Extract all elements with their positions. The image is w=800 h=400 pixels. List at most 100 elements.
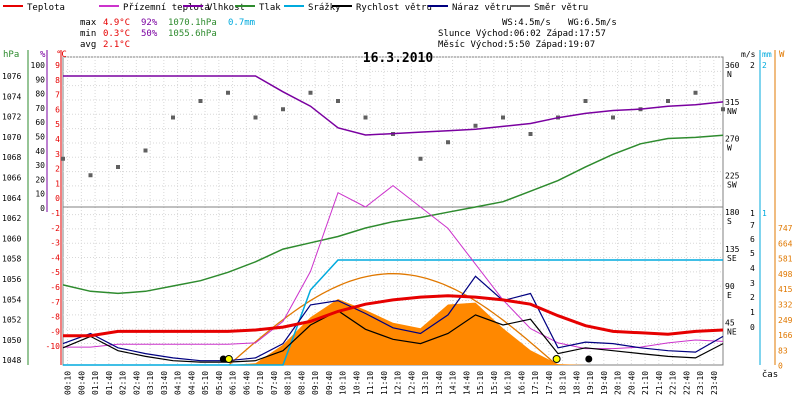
legend-label: Rychlost větru — [356, 3, 432, 13]
axis-hpa-tick: 1066 — [2, 174, 21, 183]
series-teplota-line — [63, 294, 724, 338]
series-radiation-area — [63, 299, 723, 365]
legend-label: Tlak — [259, 3, 281, 13]
axis-ms-tick: 3 — [750, 279, 755, 288]
axis-ms-tick: 0 — [750, 323, 755, 332]
series-wind-dir-point — [528, 132, 533, 136]
axis-hpa-tick: 1068 — [2, 153, 21, 162]
series-tlak-line — [62, 134, 724, 295]
info-sun: Slunce Východ:06:02 Západ:17:57 — [438, 29, 606, 39]
series-solar-curve — [228, 273, 554, 366]
x-tick-label: 09:40 — [325, 371, 334, 395]
series-wind-dir-point — [446, 140, 450, 145]
axis-w-tick: 581 — [778, 255, 793, 264]
series-wind-dir-point — [336, 99, 340, 103]
info-wg: WG:6.5m/s — [568, 18, 617, 28]
axis-dir-label: SE — [727, 254, 737, 263]
series-prizemni-teplota-line — [63, 184, 724, 350]
axis-dir-label: S — [727, 217, 732, 226]
x-tick-label: 01:10 — [91, 371, 100, 395]
axis-temp-tick: -9 — [50, 327, 60, 336]
axis-temp-tick: -4 — [50, 253, 60, 262]
sunrise-marker — [224, 355, 233, 363]
axis-ms-tick: 5 — [750, 249, 755, 258]
x-tick-label: 14:40 — [462, 371, 471, 395]
x-tick-label: 10:40 — [352, 371, 361, 395]
x-tick-label: 21:40 — [655, 371, 664, 395]
axis-dir-label: NW — [727, 107, 737, 116]
axis-temp-tick: 2 — [55, 165, 60, 174]
x-tick-label: 12:40 — [407, 371, 416, 395]
axis-ms-tick: 2 — [750, 293, 755, 302]
axis-dir-label: W — [727, 144, 732, 153]
axis-w-tick: 664 — [778, 239, 793, 248]
axis-w-tick: 0 — [778, 362, 783, 371]
x-tick-label: 02:40 — [132, 371, 141, 395]
axis-ms-tick: 1 — [750, 209, 755, 218]
axis-w-tick: 747 — [778, 224, 793, 233]
axis-temp-tick: -6 — [50, 283, 60, 292]
series-srazky-line — [63, 259, 723, 366]
axis-temp-tick: 8 — [55, 76, 60, 85]
axis-pct-tick: 0 — [40, 204, 45, 213]
series-wind-dir-point — [418, 156, 423, 161]
x-tick-label: 20:40 — [627, 371, 636, 395]
legend-label: Teplota — [27, 3, 65, 13]
legend-label: Směr větru — [534, 3, 588, 13]
x-tick-label: 20:10 — [614, 371, 623, 395]
x-tick-label: 06:40 — [242, 371, 251, 395]
axis-hpa-tick: 1050 — [2, 336, 21, 345]
plot-frame — [62, 56, 724, 366]
axis-ms-tick: 1 — [750, 308, 755, 317]
x-tick-label: 04:10 — [174, 371, 183, 395]
axis-temp-tick: 3 — [55, 150, 60, 159]
x-axis-label: čas — [762, 369, 778, 380]
series-wind-dir-point — [61, 156, 65, 161]
axis-pct-tick: 10 — [35, 190, 45, 199]
axis-mm-unit: mm — [762, 50, 772, 59]
legend-label: Přízemní teplota — [123, 3, 210, 13]
x-tick-label: 05:40 — [215, 371, 224, 395]
axis-pct-tick: 50 — [35, 133, 45, 142]
series-wind-dir-point — [253, 115, 258, 120]
stat-max-temp: 4.9°C — [103, 18, 130, 28]
x-tick-label: 02:10 — [119, 371, 128, 395]
x-tick-label: 23:10 — [696, 371, 705, 395]
axis-temp-tick: -8 — [50, 313, 60, 322]
axis-temp-tick: -3 — [50, 239, 60, 248]
axis-ms-tick: 7 — [750, 221, 755, 230]
series-vlhkost-line — [63, 75, 724, 136]
info-moon: Měsíc Východ:5:50 Západ:19:07 — [438, 40, 595, 50]
legend-label: Srážky — [308, 3, 341, 13]
axis-pct-tick: 90 — [35, 75, 45, 84]
x-tick-label: 12:10 — [394, 371, 403, 395]
chart-title: 16.3.2010 — [363, 51, 434, 66]
x-tick-label: 15:10 — [476, 371, 485, 395]
axis-temp-tick: -7 — [50, 298, 60, 307]
axis-temp-tick: -10 — [46, 342, 61, 351]
axis-temp-tick: 0 — [55, 194, 60, 203]
axis-ms-unit: m/s — [741, 50, 756, 59]
series-wind-dir-point — [583, 99, 588, 103]
axis-pct-unit: % — [40, 50, 46, 60]
series-wind-dir-point — [501, 115, 505, 120]
axis-dir-tick: 270 — [725, 135, 740, 144]
stat-max-hum: 92% — [141, 18, 158, 28]
axis-dir-label: NE — [727, 328, 737, 337]
axis-w-unit: W — [779, 50, 785, 60]
series-wind-dir-point — [281, 107, 285, 112]
axis-dir-label: E — [727, 291, 732, 300]
axis-dir-label: N — [727, 70, 732, 79]
x-tick-label: 00:40 — [77, 371, 86, 395]
axis-temp-tick: -2 — [50, 224, 60, 233]
x-tick-label: 19:40 — [600, 371, 609, 395]
series-wind-dir-point — [473, 123, 478, 128]
stat-max-press: 1070.1hPa — [168, 18, 217, 28]
axis-ms-tick: 4 — [750, 264, 755, 273]
axis-mm-tick: 1 — [762, 209, 767, 218]
x-tick-label: 07:10 — [256, 371, 265, 395]
x-tick-label: 23:40 — [710, 371, 719, 395]
axis-temp-tick: 7 — [55, 91, 60, 100]
axis-temp-tick: -1 — [50, 209, 60, 218]
